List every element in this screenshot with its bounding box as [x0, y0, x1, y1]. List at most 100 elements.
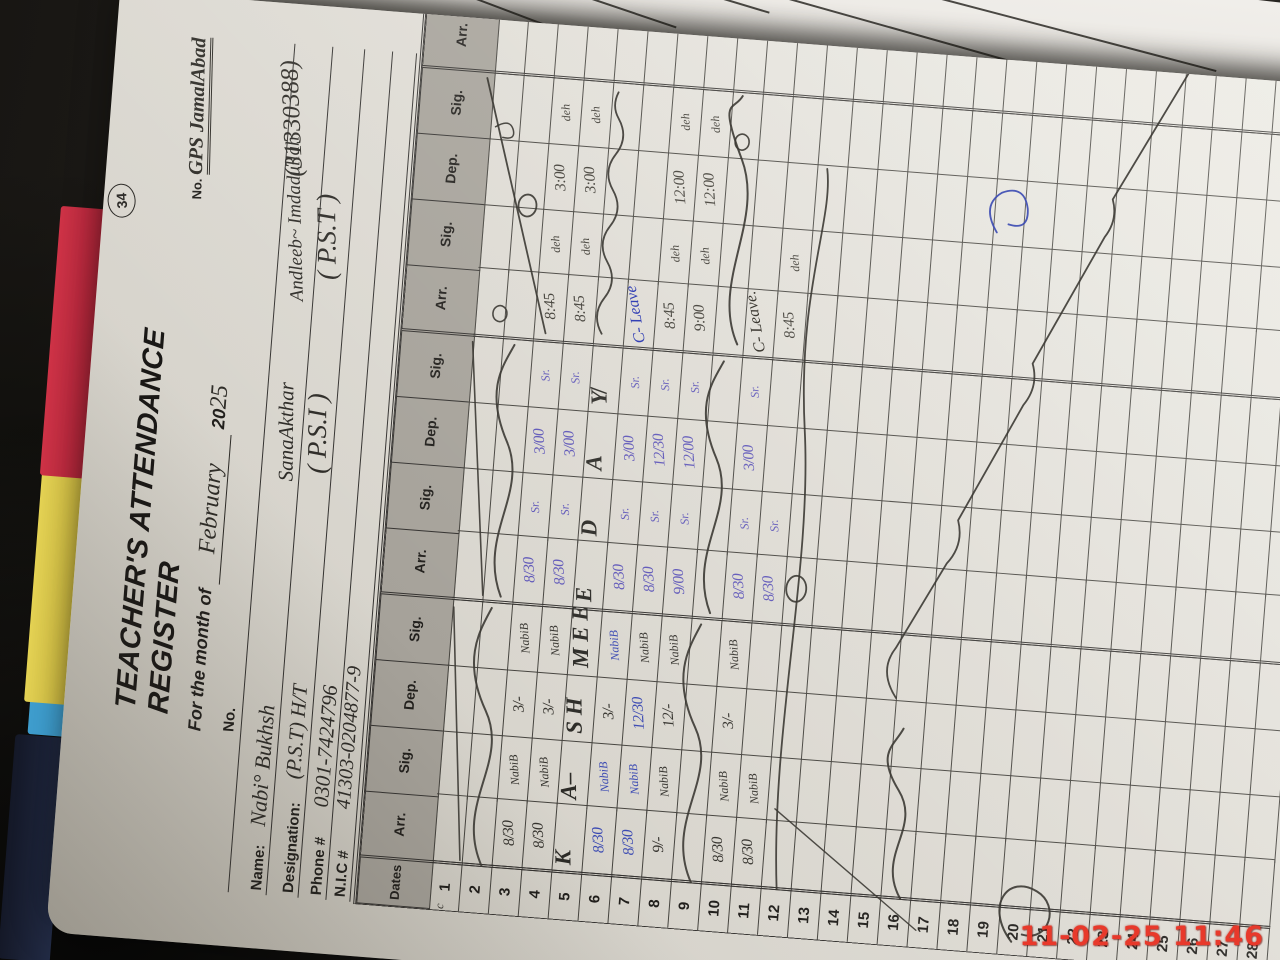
- year-print: 20: [208, 408, 230, 430]
- col-header-arr: Arr.: [401, 261, 481, 337]
- signature-handwriting: Sr.: [567, 371, 582, 385]
- col-header-dep: Dep.: [411, 131, 491, 206]
- month-prefix-label: For the month of: [184, 587, 216, 732]
- time-handwriting: 8/30: [738, 838, 758, 866]
- time-handwriting: 3/00: [739, 444, 759, 472]
- time-handwriting: 12/00: [679, 436, 699, 470]
- margin-note: c: [432, 902, 447, 910]
- attendance-cell: [1249, 728, 1280, 798]
- time-handwriting: 12:00: [700, 172, 720, 208]
- col-header-dep: Dep.: [390, 394, 470, 469]
- signature-handwriting: Sr.: [526, 500, 542, 514]
- signature-handwriting: NabiB: [605, 630, 622, 662]
- col-header-arr: Arr.: [380, 524, 460, 601]
- signature-handwriting: NabiB: [725, 639, 742, 671]
- signature-handwriting: NabiB: [744, 773, 761, 805]
- signature-handwriting: Sr.: [646, 509, 662, 524]
- signature-handwriting: deh: [557, 103, 573, 122]
- time-handwriting: 8/30: [729, 573, 749, 600]
- holiday-letters: D: [576, 519, 602, 537]
- signature-handwriting: NabiB: [545, 625, 562, 657]
- signature-handwriting: NabiB: [655, 766, 672, 798]
- attendance-cell: [1255, 265, 1280, 335]
- time-handwriting: 8/30: [499, 819, 518, 847]
- holiday-letters: K: [550, 849, 576, 866]
- col-header-sig: Sig.: [364, 723, 445, 798]
- attendance-cell: [1254, 662, 1280, 732]
- time-handwriting: 8:45: [780, 311, 799, 340]
- time-handwriting: 8/30: [550, 558, 569, 586]
- signature-handwriting: Sr.: [616, 507, 632, 521]
- time-handwriting: 8:45: [660, 302, 680, 330]
- school-no-line: No. GPS JamalAbad: [184, 37, 214, 200]
- signature-handwriting: NabiB: [635, 632, 652, 664]
- time-handwriting: 8:45: [570, 295, 590, 323]
- signature-handwriting: deh: [667, 244, 683, 263]
- time-handwriting: 12/-: [659, 704, 678, 729]
- attendance-cell: [1239, 856, 1276, 930]
- time-handwriting: 3/00: [560, 430, 579, 457]
- signature-handwriting: deh: [577, 237, 593, 256]
- signature-handwriting: Sr.: [627, 375, 642, 390]
- name-label: Name:: [247, 843, 269, 892]
- time-handwriting: 8/30: [639, 566, 659, 593]
- time-handwriting: 8/30: [708, 836, 728, 863]
- signature-handwriting: Sr.: [766, 519, 781, 533]
- teacher2-name: SanaAkthar: [273, 382, 299, 482]
- time-handwriting: 3/-: [599, 703, 618, 720]
- holiday-letters: M E E: [567, 605, 594, 669]
- time-handwriting: 8/30: [759, 575, 778, 602]
- holiday-letters: S H: [561, 697, 587, 734]
- holiday-letters: Y̸: [586, 390, 612, 405]
- signature-handwriting: deh: [707, 114, 723, 134]
- signature-handwriting: NabiB: [665, 634, 682, 667]
- time-handwriting: 8/30: [589, 826, 608, 854]
- col-header-dep: Dep.: [370, 658, 450, 732]
- attendance-cell: [1250, 328, 1280, 401]
- camera-timestamp: 11-02-25 11:46: [1019, 921, 1264, 952]
- signature-handwriting: deh: [786, 253, 802, 272]
- time-handwriting: 3:00: [550, 164, 570, 192]
- name-value: Nabi° Bukhsh: [244, 703, 280, 828]
- signature-handwriting: Sr.: [556, 502, 572, 517]
- signature-handwriting: deh: [697, 246, 713, 265]
- nic-label: N.I.C #: [331, 849, 353, 898]
- signature-handwriting: Sr.: [656, 378, 672, 392]
- time-handwriting: 3/-: [719, 712, 738, 730]
- time-handwriting: 3/-: [539, 698, 558, 716]
- time-handwriting: 3:00: [580, 166, 600, 195]
- year-handwritten: 25: [205, 383, 234, 410]
- signature-handwriting: deh: [547, 234, 563, 253]
- page-number-badge: 34: [106, 182, 137, 219]
- holiday-letters: E: [571, 586, 597, 603]
- time-handwriting: 8/30: [529, 822, 548, 849]
- attendance-table: Dates Arr. Sig. Dep. Sig. Arr. Sig. Dep. Sig. Arr…: [353, 0, 1280, 960]
- holiday-letters: A–: [555, 772, 582, 800]
- signature-handwriting: deh: [587, 105, 603, 124]
- time-handwriting: 9/00: [669, 568, 689, 595]
- time-handwriting: 3/-: [509, 696, 528, 713]
- time-handwriting: 12/30: [649, 433, 669, 468]
- time-handwriting: 3/00: [530, 428, 549, 455]
- teacher3-designation: ( P.S.T ): [311, 193, 342, 281]
- col-header-sig: Sig.: [375, 592, 455, 666]
- signature-handwriting: Sr.: [736, 516, 752, 531]
- signature-handwriting: deh: [677, 112, 693, 131]
- col-header-arr: Arr.: [359, 787, 440, 864]
- time-handwriting: 8:45: [540, 292, 560, 321]
- signature-handwriting: NabiB: [505, 754, 522, 787]
- designation-label: Designation:: [279, 801, 304, 894]
- time-handwriting: 3/00: [619, 435, 639, 462]
- signature-handwriting: NabiB: [535, 756, 552, 789]
- col-header-sig: Sig.: [406, 197, 486, 272]
- month-handwritten: February: [194, 462, 228, 555]
- time-handwriting: 9/-: [649, 836, 668, 854]
- signature-handwriting: Sr.: [686, 380, 702, 394]
- time-handwriting: 8/30: [609, 563, 629, 591]
- attendance-cell: [1244, 794, 1280, 864]
- teacher3-name: Andleeb~ Imdadullah: [282, 136, 308, 302]
- col-header-sig: Sig.: [385, 460, 465, 535]
- register-page: 34 No. GPS JamalAbad (31330388) TEACHER'…: [46, 0, 1280, 960]
